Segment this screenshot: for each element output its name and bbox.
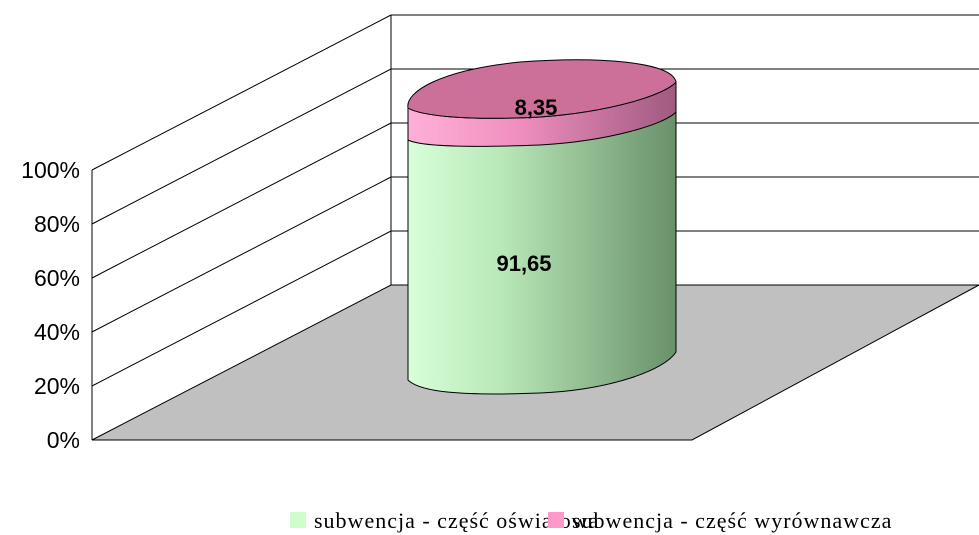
y-tick-label: 60%: [34, 265, 80, 291]
gridline-side-3: [91, 122, 392, 279]
legend: subwencja - część oświatowa subwencja - …: [290, 508, 892, 533]
legend-label-wyrownawcza: subwencja - część wyrównawcza: [572, 508, 892, 533]
chart-walls: [91, 15, 392, 440]
bar-segment-oswiatowa: [407, 111, 677, 395]
y-axis-ticks: 0% 20% 40% 60% 80% 100%: [21, 157, 80, 453]
y-tick-label: 0%: [47, 427, 80, 453]
y-tick-label: 80%: [34, 211, 80, 237]
y-tick-label: 40%: [34, 319, 80, 345]
legend-swatch-oswiatowa: [290, 512, 306, 528]
data-label-wyrownawcza: 8,35: [515, 95, 558, 120]
y-tick-label: 100%: [21, 157, 80, 183]
gridline-side-4: [91, 68, 392, 225]
gridline-side-5: [91, 14, 392, 171]
legend-swatch-wyrownawcza: [548, 512, 564, 528]
gridline-side-1: [91, 230, 392, 387]
data-label-oswiatowa: 91,65: [496, 251, 551, 276]
y-tick-label: 20%: [34, 373, 80, 399]
gridline-side-2: [91, 176, 392, 333]
bar-top-ellipse: [407, 59, 677, 119]
